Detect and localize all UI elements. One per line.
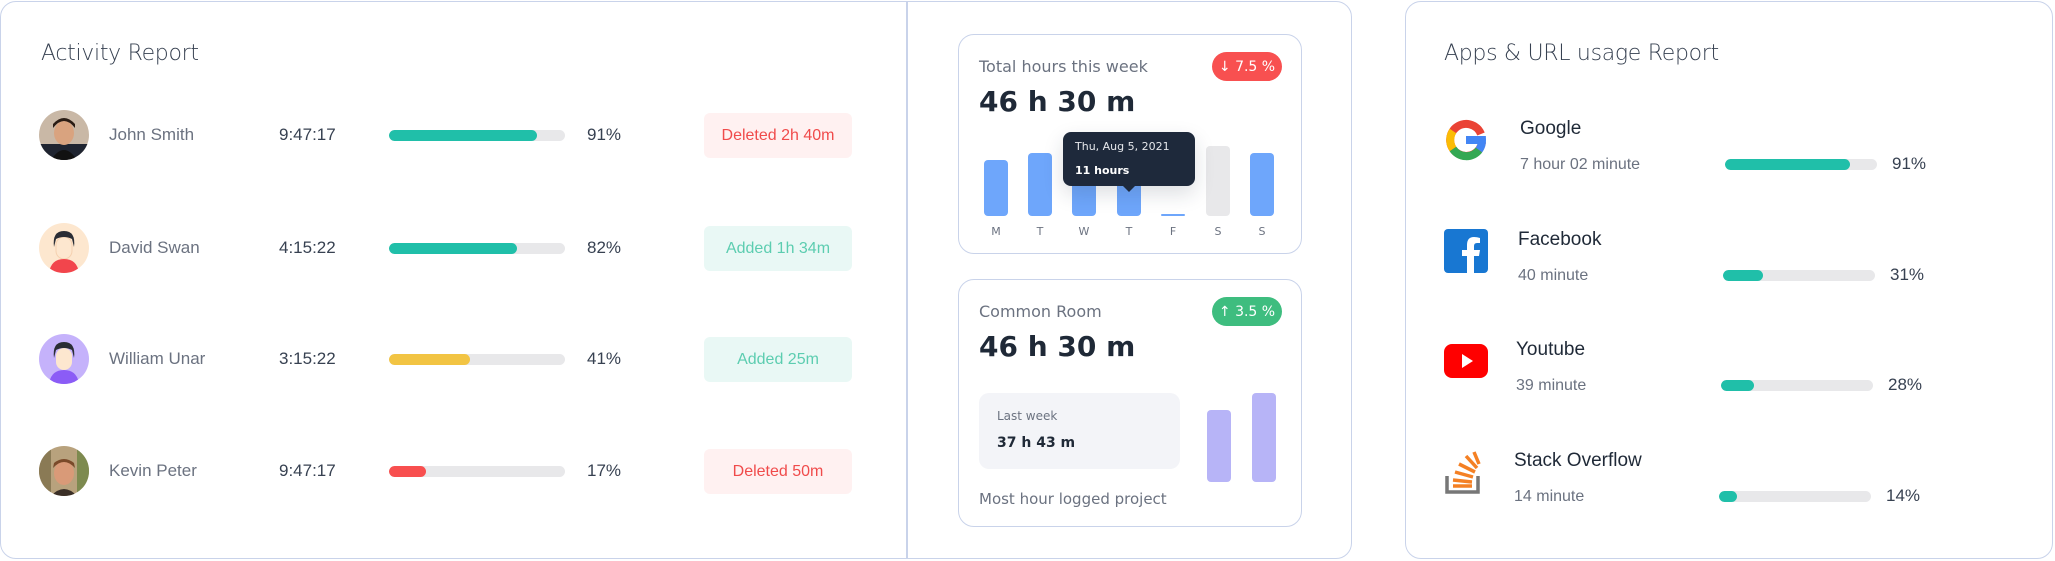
- app-usage-fill: [1725, 159, 1850, 170]
- user-name: Kevin Peter: [109, 461, 197, 480]
- compare-bar: [1207, 409, 1231, 482]
- app-percent: 14%: [1886, 486, 1921, 505]
- tracked-time: 4:15:22: [279, 238, 336, 257]
- day-label: S: [1258, 225, 1266, 238]
- user-name: John Smith: [109, 125, 195, 144]
- app-usage-bar: [1725, 159, 1877, 170]
- tracked-time: 3:15:22: [279, 349, 336, 368]
- tooltip-value: 11 hours: [1075, 164, 1130, 177]
- day-label: T: [1125, 225, 1133, 238]
- activity-percent: 82%: [587, 238, 622, 257]
- app-duration: 14 minute: [1514, 488, 1585, 505]
- app-usage-fill: [1721, 380, 1755, 391]
- activity-percent: 91%: [587, 125, 622, 144]
- day-label: T: [1036, 225, 1044, 238]
- stackoverflow-icon: [1444, 450, 1488, 494]
- app-percent: 28%: [1888, 375, 1923, 394]
- day-label: W: [1078, 225, 1090, 238]
- day-bar[interactable]: [1206, 146, 1230, 216]
- apps-usage-title: Apps & URL usage Report: [1444, 41, 1719, 66]
- added-time-badge: Added 1h 34m: [704, 226, 852, 271]
- user-name: David Swan: [109, 238, 200, 257]
- user-name: William Unar: [109, 349, 206, 368]
- activity-progress-fill: [389, 466, 426, 477]
- common-room-change-badge: ↑ 3.5 %: [1212, 297, 1282, 326]
- activity-progress-bar: [389, 243, 565, 254]
- weekly-total-value: 46 h 30 m: [979, 85, 1136, 118]
- app-duration: 40 minute: [1518, 267, 1589, 284]
- avatar: [39, 110, 89, 160]
- activity-report-title: Activity Report: [41, 41, 199, 66]
- tracked-time: 9:47:17: [279, 125, 336, 144]
- app-usage-bar: [1723, 270, 1875, 281]
- activity-progress-bar: [389, 354, 565, 365]
- activity-progress-fill: [389, 354, 470, 365]
- app-percent: 31%: [1890, 265, 1925, 284]
- last-week-value: 37 h 43 m: [997, 435, 1076, 451]
- app-usage-bar: [1719, 491, 1871, 502]
- card-divider: [906, 2, 908, 558]
- deleted-time-badge: Deleted 50m: [704, 449, 852, 494]
- activity-progress-bar: [389, 466, 565, 477]
- app-name: Stack Overflow: [1514, 450, 1642, 471]
- app-usage-bar: [1721, 380, 1873, 391]
- common-room-value: 46 h 30 m: [979, 330, 1136, 363]
- avatar: [39, 334, 89, 384]
- total-hours-title: Total hours this week: [979, 57, 1148, 76]
- activity-progress-fill: [389, 130, 537, 141]
- day-bar[interactable]: [1161, 213, 1185, 216]
- day-label: S: [1214, 225, 1222, 238]
- added-time-badge: Added 25m: [704, 337, 852, 382]
- avatar: [39, 223, 89, 273]
- app-usage-fill: [1719, 491, 1738, 502]
- activity-progress-bar: [389, 130, 565, 141]
- google-icon: [1444, 118, 1488, 162]
- app-duration: 39 minute: [1516, 377, 1587, 394]
- app-name: Google: [1520, 118, 1582, 139]
- weekly-change-badge: ↓ 7.5 %: [1212, 52, 1282, 81]
- day-bar[interactable]: [1250, 153, 1274, 216]
- app-usage-fill: [1723, 270, 1763, 281]
- app-name: Youtube: [1516, 339, 1586, 360]
- youtube-icon: [1444, 339, 1488, 383]
- deleted-time-badge: Deleted 2h 40m: [704, 113, 852, 158]
- day-label: F: [1169, 225, 1177, 238]
- app-percent: 91%: [1892, 154, 1927, 173]
- last-week-box: Last week 37 h 43 m: [979, 393, 1180, 469]
- facebook-icon: [1444, 229, 1488, 273]
- day-bar[interactable]: [1028, 153, 1052, 216]
- avatar: [39, 446, 89, 496]
- chart-tooltip: Thu, Aug 5, 2021 11 hours: [1063, 132, 1195, 192]
- day-label: M: [991, 225, 1001, 238]
- day-bar[interactable]: [984, 160, 1008, 216]
- tooltip-date: Thu, Aug 5, 2021: [1075, 140, 1170, 153]
- tracked-time: 9:47:17: [279, 461, 336, 480]
- common-room-title: Common Room: [979, 302, 1102, 321]
- app-duration: 7 hour 02 minute: [1520, 156, 1641, 173]
- activity-progress-fill: [389, 243, 518, 254]
- activity-percent: 41%: [587, 349, 622, 368]
- activity-percent: 17%: [587, 461, 622, 480]
- most-hour-project-label: Most hour logged project: [979, 490, 1167, 508]
- last-week-label: Last week: [997, 409, 1058, 423]
- app-name: Facebook: [1518, 229, 1602, 250]
- compare-bar: [1252, 393, 1276, 482]
